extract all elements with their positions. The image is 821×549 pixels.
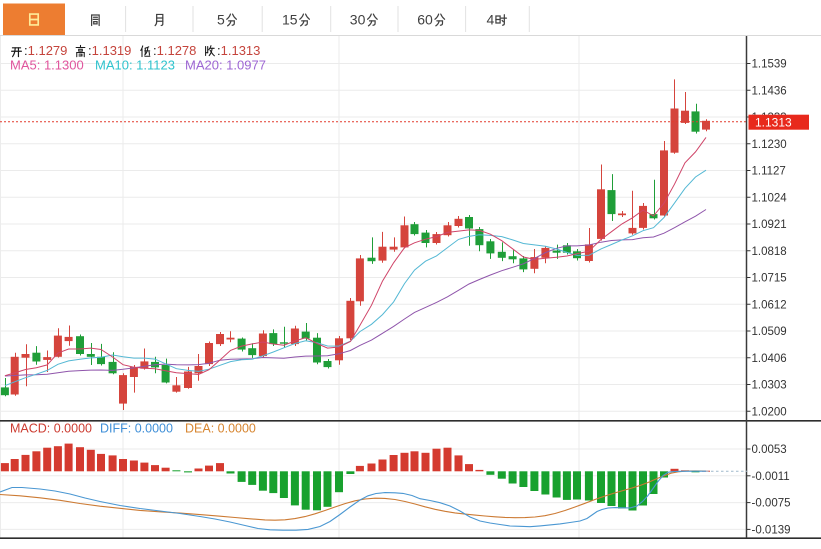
svg-text:5: 5 [217, 12, 225, 28]
svg-text:1.1127: 1.1127 [752, 166, 786, 178]
svg-text:-0.0011: -0.0011 [752, 471, 790, 483]
svg-text:0.0053: 0.0053 [752, 444, 787, 456]
svg-text:60: 60 [417, 12, 433, 28]
svg-text:1.0303: 1.0303 [752, 380, 787, 392]
svg-text:1.0509: 1.0509 [752, 326, 787, 338]
svg-text:1.1230: 1.1230 [752, 139, 787, 151]
svg-text:1.0715: 1.0715 [752, 273, 787, 285]
svg-text::1.1319: :1.1319 [88, 43, 131, 58]
svg-text:MACD: 0.0000: MACD: 0.0000 [10, 422, 92, 436]
svg-text:MA20: 1.0977: MA20: 1.0977 [185, 58, 266, 73]
svg-text:1.1539: 1.1539 [752, 59, 787, 71]
svg-text:1.0612: 1.0612 [752, 299, 787, 311]
svg-text:1.1024: 1.1024 [752, 192, 788, 204]
svg-text:30: 30 [350, 12, 366, 28]
svg-text:1.0200: 1.0200 [752, 406, 787, 418]
svg-text:1.0406: 1.0406 [752, 353, 787, 365]
svg-text:1.1313: 1.1313 [755, 115, 792, 129]
svg-text:15: 15 [282, 12, 298, 28]
svg-text:1.0921: 1.0921 [752, 219, 787, 231]
svg-text:MA10: 1.1123: MA10: 1.1123 [95, 58, 175, 73]
svg-text::1.1279: :1.1279 [24, 43, 67, 58]
svg-text:4: 4 [487, 12, 495, 28]
svg-text:DEA: 0.0000: DEA: 0.0000 [185, 422, 256, 436]
svg-text:1.1436: 1.1436 [752, 85, 787, 97]
svg-text:-0.0075: -0.0075 [752, 498, 791, 510]
svg-text:-0.0139: -0.0139 [752, 524, 791, 536]
svg-text:DIFF: 0.0000: DIFF: 0.0000 [100, 422, 173, 436]
svg-text::1.1313: :1.1313 [217, 43, 260, 58]
svg-text:MA5: 1.1300: MA5: 1.1300 [10, 58, 84, 73]
svg-text:1.0818: 1.0818 [752, 246, 787, 258]
svg-text::1.1278: :1.1278 [153, 43, 196, 58]
